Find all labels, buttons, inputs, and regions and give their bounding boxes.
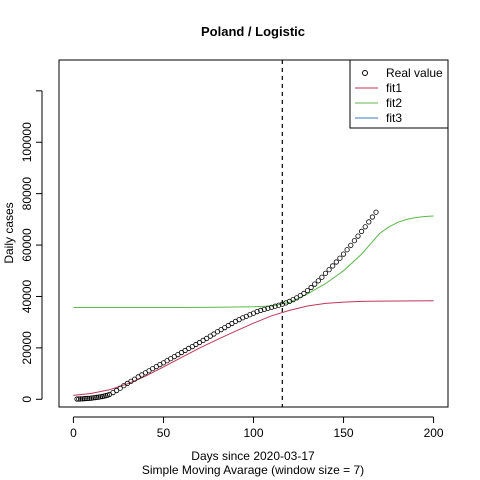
real-value-point <box>315 278 321 284</box>
x-tick-label: 200 <box>424 426 444 440</box>
real-value-point <box>96 394 102 400</box>
real-value-point <box>330 263 336 269</box>
real-value-point <box>333 259 339 265</box>
real-value-point <box>114 387 120 394</box>
real-value-point <box>88 395 95 401</box>
real-value-point <box>83 395 89 402</box>
real-value-point <box>211 331 217 337</box>
x-tick-label: 150 <box>334 426 354 440</box>
x-axis-sublabel: Simple Moving Avarage (window size = 7) <box>142 463 364 477</box>
real-value-point <box>348 242 354 248</box>
real-value-point <box>344 247 350 253</box>
real-value-point <box>79 396 86 402</box>
real-value-point <box>358 228 365 234</box>
real-value-point <box>272 303 278 309</box>
real-value-point <box>337 255 343 261</box>
x-tick-label: 50 <box>157 426 171 440</box>
y-axis-label: Daily cases <box>2 202 16 263</box>
y-tick-label: 100000 <box>20 122 34 162</box>
real-value-point <box>254 308 260 315</box>
real-value-point <box>265 305 271 311</box>
real-value-point <box>268 304 275 310</box>
y-tick-label: 0 <box>20 396 34 403</box>
real-value-point <box>90 395 96 401</box>
real-value-point <box>373 209 379 215</box>
real-value-point <box>87 395 93 401</box>
plot-frame <box>58 59 449 408</box>
real-value-point <box>74 396 80 402</box>
real-value-point <box>117 385 123 391</box>
real-value-point <box>78 396 84 402</box>
real-value-point <box>319 274 325 280</box>
real-value-point <box>85 395 91 401</box>
legend-label-real: Real value <box>386 66 443 80</box>
x-axis-label: Days since 2020-03-17 <box>191 449 315 463</box>
real-value-point <box>258 307 264 313</box>
real-value-point <box>312 281 318 287</box>
y-tick-label: 80000 <box>20 177 34 211</box>
real-value-point <box>322 270 329 276</box>
real-value-point <box>308 284 314 291</box>
real-value-point <box>132 376 138 382</box>
legend-label-fit2: fit2 <box>386 96 402 110</box>
legend-label-fit1: fit1 <box>386 81 402 95</box>
real-value-point <box>355 233 361 239</box>
real-value-point <box>92 394 98 401</box>
x-tick-label: 0 <box>70 426 77 440</box>
y-tick-label: 60000 <box>20 228 34 262</box>
real-value-point <box>276 302 282 308</box>
series-line-fit2 <box>73 215 434 308</box>
real-value-point <box>204 335 210 341</box>
real-value-point <box>297 293 303 299</box>
real-value-point <box>366 219 372 225</box>
real-value-point <box>340 251 347 257</box>
y-tick-label: 20000 <box>20 331 34 365</box>
real-value-point <box>94 394 100 400</box>
real-value-point <box>301 290 307 296</box>
real-value-point <box>362 224 368 230</box>
chart-title: Poland / Logistic <box>201 24 305 39</box>
legend-marker-real-value <box>362 70 368 76</box>
real-value-point <box>76 396 82 402</box>
real-value-point <box>304 287 311 294</box>
x-tick-label: 100 <box>243 426 263 440</box>
real-value-point <box>369 214 375 220</box>
real-value-point <box>351 238 357 244</box>
real-value-point <box>261 306 267 312</box>
y-tick-label: 40000 <box>20 279 34 313</box>
legend-label-fit3: fit3 <box>386 111 402 125</box>
real-value-point <box>81 395 87 402</box>
real-value-point <box>121 383 127 389</box>
real-value-point <box>326 267 332 273</box>
real-value-point <box>97 394 104 400</box>
